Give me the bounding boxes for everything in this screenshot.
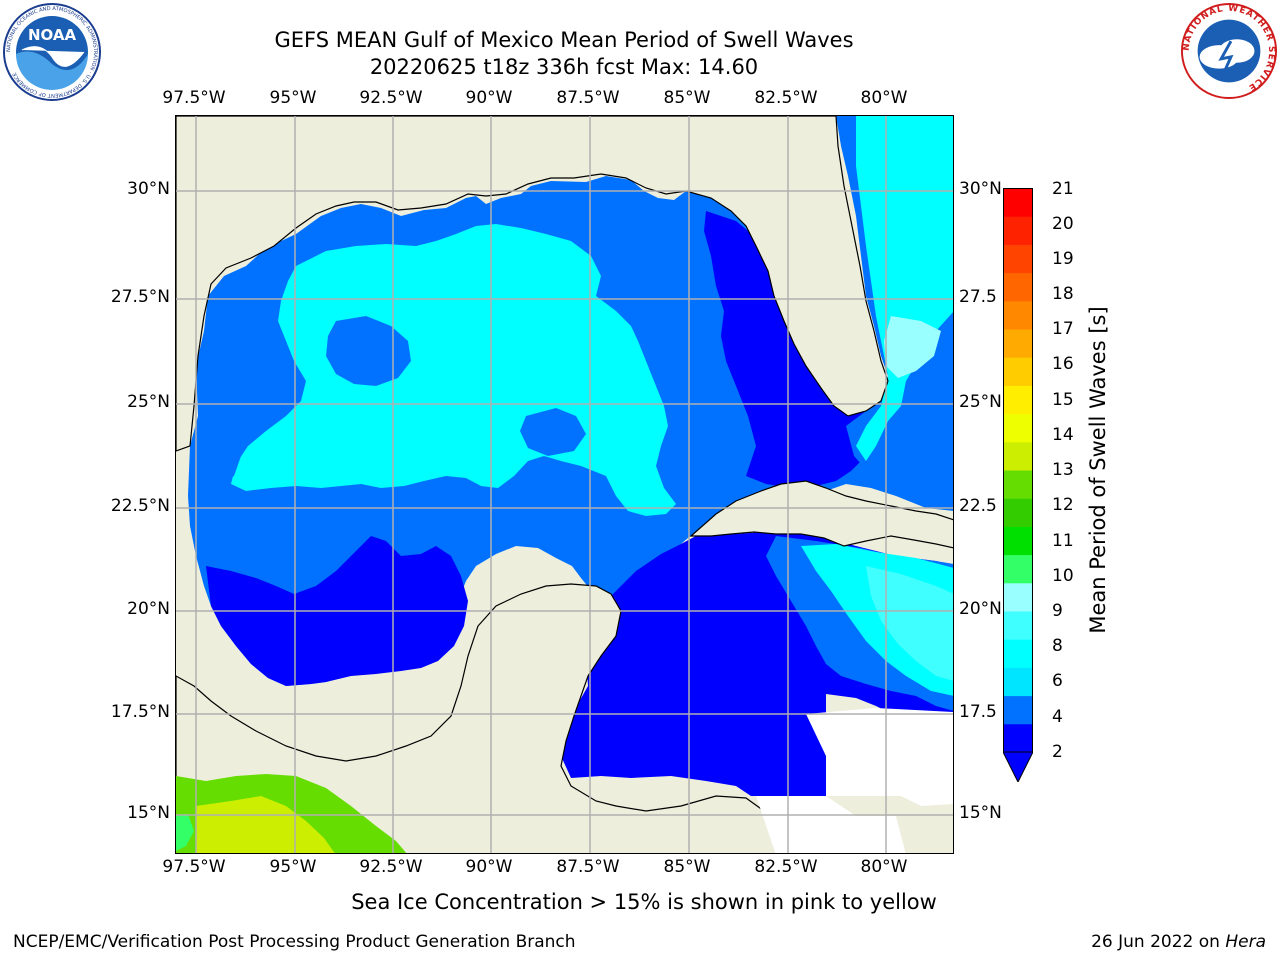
gulf-swell-2-4-patch (226, 356, 284, 406)
lon-label-bottom: 85°W (663, 857, 711, 877)
lon-label-bottom: 80°W (860, 857, 908, 877)
colorbar-swatch (1003, 470, 1033, 499)
colorbar-swatch (1003, 554, 1033, 584)
colorbar-swatch (1003, 498, 1033, 527)
colorbar-swatch (1003, 244, 1033, 274)
colorbar-swatch (1003, 611, 1033, 640)
no-data-area (896, 776, 953, 806)
map-svg (176, 116, 953, 853)
lat-label-right: 30°N (959, 179, 1002, 199)
credit-host: Hera (1225, 932, 1266, 952)
credit-right: 26 Jun 2022 on Hera (1091, 932, 1266, 952)
colorbar-tick-label: 21 (1052, 179, 1074, 199)
colorbar-swatch (1003, 357, 1033, 386)
colorbar-tick-label: 6 (1052, 671, 1063, 691)
lat-label-left: 20°N (127, 599, 170, 619)
credit-left: NCEP/EMC/Verification Post Processing Pr… (13, 932, 576, 952)
lon-label-bottom: 92.5°W (359, 857, 423, 877)
colorbar-tick-label: 9 (1052, 601, 1063, 621)
gulf-swell-lt2-east (704, 211, 881, 488)
colorbar-swatch (1003, 300, 1033, 330)
no-data-area (806, 708, 953, 796)
colorbar-swatch (1003, 723, 1033, 753)
lon-label-top: 85°W (663, 88, 711, 108)
chart-title: GEFS MEAN Gulf of Mexico Mean Period of … (274, 28, 854, 52)
no-data-area (756, 796, 906, 853)
lat-label-right: 15°N (959, 803, 1002, 823)
pacific-swell-12-13 (196, 796, 335, 853)
lon-label-top: 87.5°W (556, 88, 620, 108)
lat-label-right: 27.5 (959, 287, 997, 307)
lon-label-top: 97.5°W (162, 88, 226, 108)
nws-logo: NATIONAL WEATHER SERVICE (1180, 2, 1278, 100)
colorbar-swatch (1003, 582, 1033, 612)
colorbar-swatch (1003, 526, 1033, 556)
colorbar-swatch (1003, 413, 1033, 443)
colorbar-swatch (1003, 441, 1033, 471)
graticule (176, 116, 953, 853)
lat-label-left: 22.5°N (110, 496, 170, 516)
noaa-logo-text: NOAA (28, 26, 77, 44)
caribbean-swell-6-8 (866, 566, 953, 681)
atlantic-swell-6-8 (884, 316, 941, 378)
colorbar-tick-label: 12 (1052, 495, 1074, 515)
colorbar-swatch (1003, 695, 1033, 725)
colorbar-tick-label: 2 (1052, 742, 1063, 762)
colorbar-tick-label: 8 (1052, 636, 1063, 656)
colorbar-swatch (1003, 272, 1033, 302)
lat-label-left: 30°N (127, 179, 170, 199)
cuba-land (689, 480, 953, 549)
lat-label-left: 15°N (127, 803, 170, 823)
pacific-swell-9-10 (176, 814, 194, 851)
colorbar-tick-label: 13 (1052, 460, 1074, 480)
credit-date: 26 Jun 2022 on (1091, 932, 1220, 952)
lon-label-bottom: 82.5°W (754, 857, 818, 877)
colorbar-swatch (1003, 216, 1033, 245)
chart-subtitle: 20220625 t18z 336h fcst Max: 14.60 (369, 55, 759, 79)
lon-label-top: 82.5°W (754, 88, 818, 108)
colorbar-extend-triangle (1003, 751, 1033, 782)
lat-label-right: 22.5 (959, 496, 997, 516)
colorbar-tick-label: 18 (1052, 284, 1074, 304)
colorbar-swatch (1003, 639, 1033, 668)
lon-label-bottom: 87.5°W (556, 857, 620, 877)
lon-label-bottom: 95°W (269, 857, 317, 877)
footer-note: Sea Ice Concentration > 15% is shown in … (351, 890, 937, 914)
lon-label-top: 80°W (860, 88, 908, 108)
lat-label-right: 20°N (959, 599, 1002, 619)
colorbar-swatch (1003, 667, 1033, 697)
colorbar-tick-label: 11 (1052, 531, 1074, 551)
lat-label-right: 17.5 (959, 702, 997, 722)
lon-label-bottom: 97.5°W (162, 857, 226, 877)
colorbar-tick-label: 20 (1052, 214, 1074, 234)
gulf-swell-2-4-patch (194, 441, 241, 486)
colorbar-label: Mean Period of Swell Waves [s] (1086, 306, 1110, 634)
lon-label-top: 95°W (269, 88, 317, 108)
lat-label-left: 27.5°N (110, 287, 170, 307)
lat-label-left: 25°N (127, 392, 170, 412)
map-panel (175, 115, 954, 854)
noaa-logo: NOAA NATIONAL OCEANIC AND ATMOSPHERIC AD… (3, 3, 101, 101)
colorbar-swatch (1003, 329, 1033, 358)
colorbar-tick-label: 17 (1052, 319, 1074, 339)
colorbar-swatch (1003, 188, 1033, 217)
colorbar-swatch (1003, 385, 1033, 415)
gulf-swell-2-4-patch (520, 408, 586, 456)
colorbar-tick-label: 14 (1052, 425, 1074, 445)
colorbar-frame (1003, 188, 1033, 753)
colorbar-tick-label: 15 (1052, 390, 1074, 410)
colorbar-tick-label: 4 (1052, 707, 1063, 727)
lon-label-top: 90°W (465, 88, 513, 108)
lon-label-bottom: 90°W (465, 857, 513, 877)
lon-label-top: 92.5°W (359, 88, 423, 108)
lat-label-right: 25°N (959, 392, 1002, 412)
colorbar-tick-label: 16 (1052, 354, 1074, 374)
colorbar (1003, 188, 1033, 782)
colorbar-tick-label: 10 (1052, 566, 1074, 586)
mexico-land (176, 583, 796, 853)
gulf-swell-2-4-patch (326, 316, 411, 386)
atlantic-swell-4-6 (856, 116, 953, 461)
colorbar-tick-label: 19 (1052, 249, 1074, 269)
lat-label-left: 17.5°N (110, 702, 170, 722)
